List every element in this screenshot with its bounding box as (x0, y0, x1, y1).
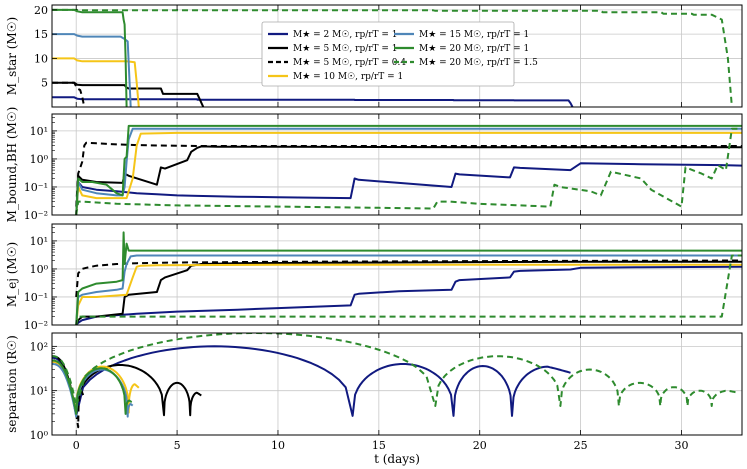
series-line-m10 (75, 263, 742, 325)
series-line-m20b (52, 333, 739, 407)
legend-label: M★ = 5 M☉, rp/rT = 0.4 (293, 58, 406, 68)
y-axis-label: M_bound,BH (M☉) (5, 107, 19, 223)
legend-item-m10: M★ = 10 M☉, rp/rT = 1 (268, 72, 403, 82)
y-tick-label: 10⁻² (24, 209, 48, 222)
y-tick-label: 10⁻¹ (24, 291, 48, 304)
axes-frame (51, 4, 743, 108)
panel-3: 10⁻² 10⁻¹ 10⁰ 10¹ M_ej (M☉) (5, 223, 743, 332)
legend-label: M★ = 15 M☉, rp/rT = 1 (419, 30, 529, 40)
series-line-m5 (75, 260, 742, 325)
series-line-m20 (52, 359, 133, 415)
axes-frame (51, 113, 743, 216)
series-group (75, 124, 742, 215)
legend-item-m5: M★ = 5 M☉, rp/rT = 1 (268, 44, 398, 54)
y-tick-label: 10² (30, 340, 48, 353)
x-tick-label: 0 (73, 439, 80, 452)
axes-frame (51, 223, 743, 326)
y-axis-label: separation (R☉) (5, 335, 19, 433)
y-tick-label: 10¹ (30, 125, 48, 138)
y-tick-label: 10¹ (30, 235, 48, 248)
legend-item-m2: M★ = 2 M☉, rp/rT = 1 (268, 30, 398, 40)
series-line-m15 (52, 33, 132, 107)
series-line-m5b (75, 259, 742, 298)
series-line-m20b (75, 127, 742, 215)
series-line-m20 (75, 231, 742, 325)
x-tick-label: 10 (271, 439, 285, 452)
legend-label: M★ = 2 M☉, rp/rT = 1 (293, 30, 398, 40)
y-tick-label: 10⁰ (30, 153, 49, 166)
legend-label: M★ = 20 M☉, rp/rT = 1.5 (419, 58, 538, 68)
x-tick-label: 20 (473, 439, 487, 452)
legend-label: M★ = 20 M☉, rp/rT = 1 (419, 44, 529, 54)
y-tick-label: 10¹ (30, 385, 48, 398)
panel-1: 5 10 15 20 M_star (M☉) (5, 4, 743, 108)
legend: M★ = 2 M☉, rp/rT = 1 M★ = 5 M☉, rp/rT = 1… (261, 21, 538, 87)
series-line-m20b (75, 254, 742, 325)
x-axis-label: t (days) (374, 452, 420, 466)
panel-2: 10⁻² 10⁻¹ 10⁰ 10¹ M_bound,BH (M☉) (5, 107, 743, 223)
x-tick-label: 25 (574, 439, 588, 452)
series-line-m20 (75, 124, 742, 215)
y-tick-label: 10⁻² (24, 319, 48, 332)
panel-4: 10⁰ 10¹ 10² 0 5 10 15 20 25 30 separation (R☉) (5, 332, 743, 452)
series-line-m5b (52, 81, 86, 107)
legend-item-m5b: M★ = 5 M☉, rp/rT = 0.4 (268, 58, 406, 68)
y-tick-label: 20 (34, 4, 48, 17)
series-line-m10 (75, 131, 742, 215)
series-line-m2 (52, 96, 574, 107)
legend-label: M★ = 5 M☉, rp/rT = 1 (293, 44, 398, 54)
series-line-m5 (52, 81, 205, 107)
y-tick-label: 10⁻¹ (24, 181, 48, 194)
x-tick-label: 30 (674, 439, 688, 452)
legend-box (261, 21, 515, 87)
legend-item-m15: M★ = 15 M☉, rp/rT = 1 (394, 30, 529, 40)
y-axis-label: M_star (M☉) (5, 17, 19, 95)
series-group (52, 8, 733, 107)
x-tick-label: 15 (372, 439, 386, 452)
legend-label: M★ = 10 M☉, rp/rT = 1 (293, 72, 403, 82)
y-tick-label: 5 (41, 77, 48, 90)
y-tick-label: 10 (34, 52, 48, 65)
x-tick-label: 5 (174, 439, 181, 452)
axes-frame (51, 332, 743, 436)
legend-item-m20b: M★ = 20 M☉, rp/rT = 1.5 (394, 58, 538, 68)
y-tick-label: 10⁰ (30, 263, 49, 276)
series-line-m15 (75, 127, 742, 215)
y-axis-label: M_ej (M☉) (5, 242, 19, 307)
series-line-m5b (75, 141, 742, 207)
series-group (75, 231, 742, 325)
series-group (52, 333, 739, 429)
y-tick-label: 15 (34, 28, 48, 41)
series-line-m15 (52, 363, 134, 418)
legend-item-m20: M★ = 20 M☉, rp/rT = 1 (394, 44, 529, 54)
y-tick-label: 10⁰ (30, 429, 49, 442)
